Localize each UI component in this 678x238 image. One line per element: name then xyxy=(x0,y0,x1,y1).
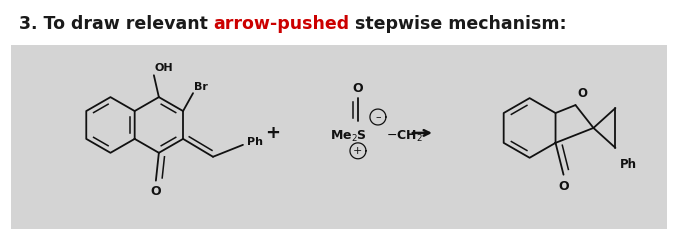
Text: arrow-pushed: arrow-pushed xyxy=(213,15,349,33)
Text: OH: OH xyxy=(155,63,174,73)
Text: Ph: Ph xyxy=(620,158,637,171)
Text: O: O xyxy=(151,185,161,198)
Text: –: – xyxy=(375,112,381,122)
Text: Me$_2$S: Me$_2$S xyxy=(330,129,367,144)
Text: Br: Br xyxy=(194,82,208,92)
Text: 3. To draw relevant: 3. To draw relevant xyxy=(19,15,214,33)
Text: +: + xyxy=(353,146,363,156)
Text: O: O xyxy=(558,180,569,193)
Text: +: + xyxy=(264,124,279,142)
Bar xyxy=(11,45,667,229)
Text: $-$CH$_2$: $-$CH$_2$ xyxy=(386,129,423,144)
Text: Ph: Ph xyxy=(247,137,263,147)
Text: stepwise mechanism:: stepwise mechanism: xyxy=(349,15,567,33)
Text: O: O xyxy=(578,87,588,100)
Text: O: O xyxy=(353,82,363,95)
